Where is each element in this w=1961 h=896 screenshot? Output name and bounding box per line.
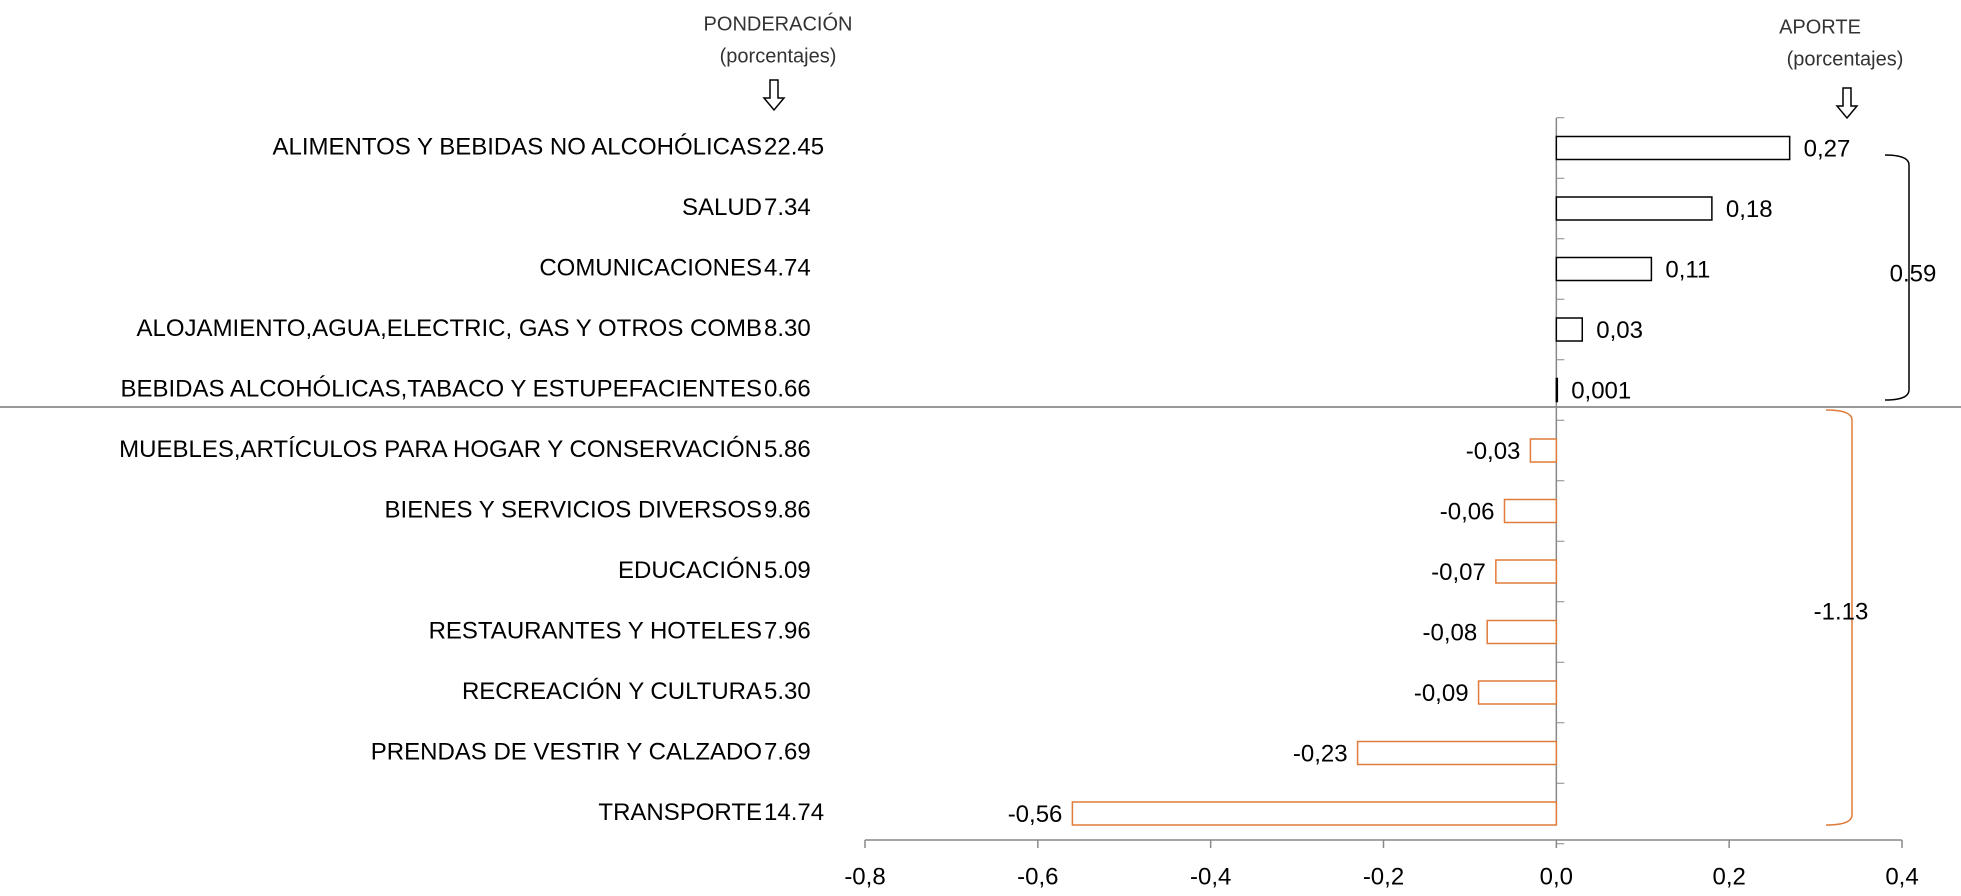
bar (1503, 498, 1558, 524)
x-tick-label: -0,2 (1363, 863, 1404, 890)
bar (1555, 256, 1653, 282)
value-label: -0,03 (1466, 438, 1521, 465)
bar (1555, 377, 1559, 403)
category-label: COMUNICACIONES (539, 254, 762, 281)
bar (1555, 135, 1791, 161)
bar (1555, 196, 1713, 221)
value-label: -0,23 (1293, 740, 1348, 767)
weight-label: 22.45 (764, 133, 824, 160)
bar (1486, 619, 1558, 645)
weight-label: 5.86 (764, 436, 811, 463)
value-header: APORTE (1779, 16, 1861, 38)
value-unit: (porcentajes) (1787, 48, 1904, 70)
bar (1477, 680, 1558, 705)
category-label: MUEBLES,ARTÍCULOS PARA HOGAR Y CONSERVAC… (119, 436, 762, 463)
weight-label: 7.69 (764, 738, 811, 765)
bar (1356, 740, 1558, 766)
weight-label: 5.09 (764, 557, 811, 584)
category-label: EDUCACIÓN (618, 557, 762, 584)
weight-label: 14.74 (764, 799, 824, 826)
category-label: BIENES Y SERVICIOS DIVERSOS (385, 496, 762, 523)
value-label: -0,08 (1422, 619, 1477, 646)
weight-label: 5.30 (764, 678, 811, 705)
weight-unit: (porcentajes) (720, 45, 837, 67)
x-tick-label: -0,6 (1017, 863, 1058, 890)
arrow (1835, 87, 1859, 120)
category-label: RECREACIÓN Y CULTURA (462, 678, 762, 705)
bar (1071, 801, 1558, 826)
weight-label: 4.74 (764, 254, 811, 281)
category-label: BEBIDAS ALCOHÓLICAS,TABACO Y ESTUPEFACIE… (120, 375, 762, 402)
value-label: -0,07 (1431, 559, 1486, 586)
value-label: 0,03 (1596, 317, 1643, 344)
x-tick-label: 0,2 (1712, 863, 1745, 890)
value-label: -0,09 (1414, 680, 1469, 707)
x-tick-label: 0,4 (1885, 863, 1918, 890)
value-label: 0,11 (1665, 256, 1710, 283)
value-label: 0,001 (1571, 377, 1631, 404)
weight-label: 7.34 (764, 194, 811, 221)
bracket (1825, 409, 1853, 826)
x-tick-label: -0,4 (1190, 863, 1231, 890)
weight-label: 0.66 (764, 375, 811, 402)
value-label: 0,27 (1804, 135, 1851, 162)
bar (1495, 559, 1558, 584)
category-label: RESTAURANTES Y HOTELES (429, 617, 762, 644)
x-tick-label: 0,0 (1540, 863, 1573, 890)
category-label: PRENDAS DE VESTIR Y CALZADO (371, 738, 762, 765)
bracket (1884, 154, 1910, 401)
x-tick-label: -0,8 (844, 863, 885, 890)
category-label: ALOJAMIENTO,AGUA,ELECTRIC, GAS Y OTROS C… (137, 315, 762, 342)
weight-label: 8.30 (764, 315, 811, 342)
category-label: ALIMENTOS Y BEBIDAS NO ALCOHÓLICAS (272, 133, 762, 160)
category-label: SALUD (682, 194, 762, 221)
annotation: -1.13 (1814, 598, 1869, 625)
arrow (762, 79, 786, 112)
bar (1529, 438, 1558, 463)
annotation: 0.59 (1890, 260, 1937, 287)
value-label: 0,18 (1726, 196, 1773, 223)
weight-header: PONDERACIÓN (704, 12, 853, 35)
weight-label: 9.86 (764, 496, 811, 523)
bar (1555, 317, 1584, 342)
category-label: TRANSPORTE (598, 799, 762, 826)
value-label: -0,06 (1440, 498, 1495, 525)
value-label: -0,56 (1008, 801, 1063, 828)
weight-label: 7.96 (764, 617, 811, 644)
